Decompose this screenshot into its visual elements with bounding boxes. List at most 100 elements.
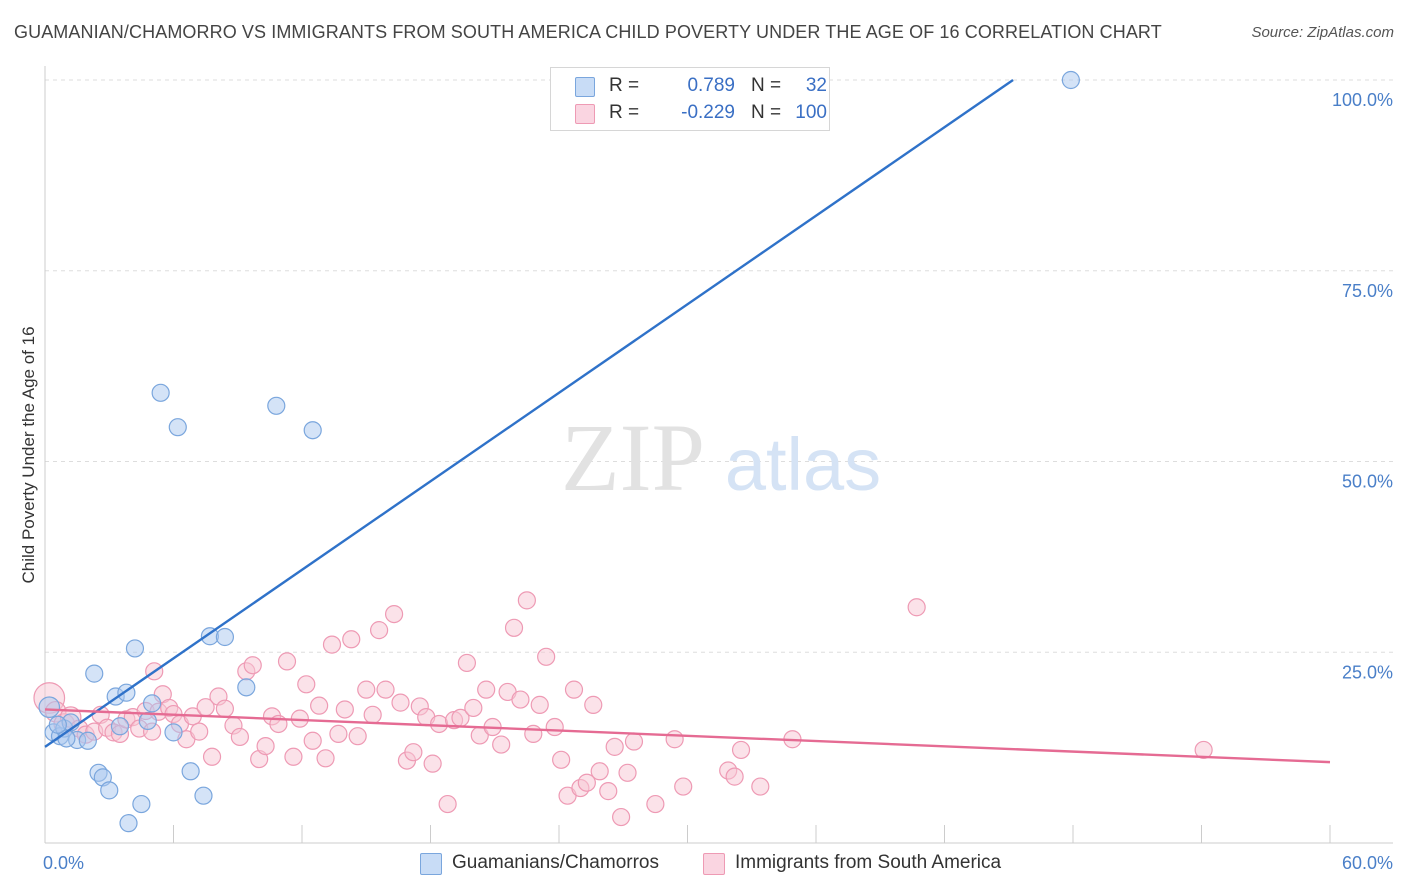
series-2-point [310, 696, 329, 715]
series-2-point [457, 653, 477, 673]
series-2-point [243, 656, 262, 675]
y-axis-label: Child Poverty Under the Age of 16 [19, 326, 38, 583]
series-2-point [599, 782, 618, 801]
chart-title: GUAMANIAN/CHAMORRO VS IMMIGRANTS FROM SO… [14, 22, 1162, 42]
series-2-point [303, 731, 322, 750]
series-2-point [530, 695, 549, 714]
series-1-point [151, 383, 170, 402]
series-2-point [376, 680, 395, 699]
series-1-point [78, 731, 97, 750]
series-2-point [190, 722, 209, 741]
series-1-point [125, 639, 145, 658]
series-2-point [202, 747, 222, 766]
series-2-point [329, 724, 348, 743]
y-tick-label: 100.0% [1332, 90, 1393, 110]
series-2-point [370, 621, 389, 640]
series-1-point [48, 715, 67, 734]
x-tick-label-max: 60.0% [1342, 853, 1393, 873]
series-1-point [119, 814, 138, 833]
axes [44, 66, 1393, 844]
series-2-point [256, 736, 275, 756]
y-tick-label: 25.0% [1342, 662, 1393, 682]
series-2-point [674, 777, 693, 796]
series-1-point [38, 696, 61, 718]
series-2-point [384, 604, 404, 624]
n-label: N = [751, 75, 782, 96]
series-2-point [316, 749, 335, 768]
r-label: R = [609, 102, 640, 123]
series-2-point [277, 652, 297, 671]
y-tick-label: 50.0% [1342, 472, 1393, 492]
series-2-point [590, 762, 609, 781]
series-2-point [230, 727, 249, 747]
series-2-point [492, 735, 511, 754]
series-2-point [605, 737, 624, 756]
series-2-point [537, 647, 556, 666]
r-value: -0.229 [681, 102, 735, 123]
series-1-point [181, 762, 200, 781]
series-2-point [552, 750, 571, 769]
y-tick-label: 75.0% [1342, 281, 1393, 301]
series-1-point [110, 717, 130, 736]
series-2-point [524, 724, 543, 743]
series-1-legend-label: Guamanians/Chamorros [452, 852, 659, 873]
watermark: ZIP atlas [561, 404, 881, 511]
series-2-point [731, 740, 751, 760]
series-2-point [511, 690, 530, 709]
series-2-point [665, 730, 684, 749]
series-2-point [423, 754, 442, 773]
series-2-point [438, 794, 457, 814]
n-label: N = [751, 102, 782, 123]
series-2-point [612, 807, 631, 827]
series-2-point [545, 717, 564, 737]
watermark-zip: ZIP [561, 404, 705, 511]
series-1-point [142, 694, 162, 713]
series-1-trend-line [44, 79, 1014, 748]
series-1-point [85, 664, 104, 683]
series-2-point [297, 675, 316, 694]
series-1-point [215, 627, 234, 647]
series-1-legend-swatch [420, 853, 442, 875]
series-2-point [1194, 740, 1213, 760]
series-1-swatch [575, 77, 595, 97]
series-2-trend-line [44, 708, 1331, 764]
series-2-point [725, 767, 744, 786]
series-2-point [391, 693, 410, 712]
series-2-point [646, 794, 665, 814]
series-1-point [1061, 70, 1080, 90]
series-2-point [477, 680, 496, 699]
n-value: 32 [805, 75, 827, 96]
axis-labels: 25.0% 50.0% 75.0% 100.0% 0.0% 60.0% Child Pove… [19, 90, 1393, 873]
n-value: 100 [795, 102, 827, 123]
series-1-point [267, 396, 286, 415]
series-2-point [464, 698, 483, 718]
series-2-point [517, 591, 536, 610]
series-2-point [624, 732, 644, 751]
series-2-point [322, 635, 342, 654]
series-2-legend-label: Immigrants from South America [735, 852, 1002, 873]
series-1-point [132, 794, 151, 814]
watermark-atlas: atlas [725, 423, 881, 506]
series-2-point [404, 743, 423, 762]
series-2-point [584, 695, 603, 714]
series-2-point [751, 777, 770, 796]
series-2-legend-swatch [703, 853, 725, 875]
series-2-point [284, 747, 303, 766]
series-2-point [504, 618, 524, 637]
source-label: Source: ZipAtlas.com [1251, 24, 1394, 41]
series-2-point [429, 714, 449, 734]
series-2-point [335, 700, 354, 719]
x-tick-label-min: 0.0% [43, 853, 84, 873]
series-1-point [194, 786, 213, 805]
series-2-point [907, 598, 926, 617]
series-2-point [342, 630, 361, 649]
stats-legend: R = 0.789 N = 32 R = -0.229 N = 100 [550, 67, 830, 131]
series-2-point [215, 699, 234, 718]
series-1-points [38, 70, 1080, 833]
series-1-point [138, 711, 157, 731]
series-2-points [33, 591, 1213, 827]
series-1-point [168, 418, 187, 437]
series-2-point [564, 680, 584, 699]
r-label: R = [609, 75, 640, 96]
